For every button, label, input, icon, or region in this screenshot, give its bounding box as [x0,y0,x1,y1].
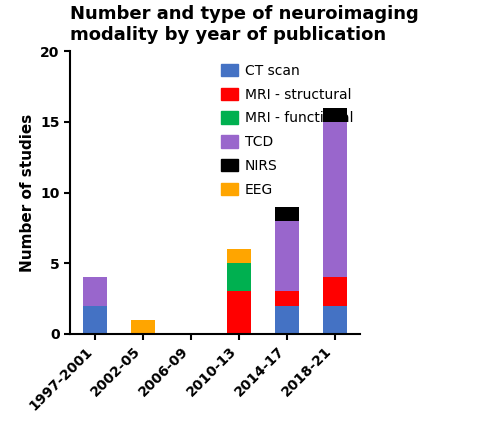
Bar [323,306,347,334]
Bar [83,306,107,334]
Bar [83,277,107,306]
Bar [227,263,251,291]
Legend: CT scan, MRI - structural, MRI - functional, TCD, NIRS, EEG: CT scan, MRI - structural, MRI - functio… [221,64,353,196]
Bar [323,108,347,122]
Bar [323,277,347,306]
Bar [227,291,251,334]
Bar [275,291,299,306]
Y-axis label: Number of studies: Number of studies [20,113,34,272]
Bar [275,221,299,291]
Bar [323,122,347,277]
Bar [131,320,155,334]
Bar [275,306,299,334]
Text: Number and type of neuroimaging
modality by year of publication: Number and type of neuroimaging modality… [70,6,419,44]
Bar [275,207,299,221]
Bar [227,249,251,263]
